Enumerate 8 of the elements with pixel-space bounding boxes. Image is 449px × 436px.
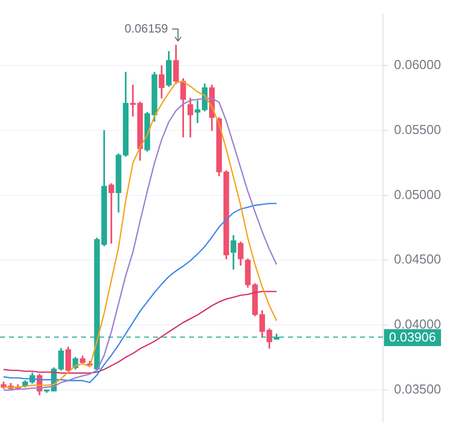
ref-line-label: 0.03906	[389, 330, 436, 345]
y-tick-label: 0.03500	[394, 381, 442, 396]
y-tick-label: 0.05000	[394, 186, 442, 202]
annotation: 0.06159	[124, 21, 168, 36]
y-tick-label: 0.06000	[394, 57, 442, 72]
y-tick-label: 0.04000	[394, 316, 442, 332]
y-tick-label: 0.04500	[394, 252, 442, 267]
y-tick-label: 0.05500	[394, 122, 442, 138]
